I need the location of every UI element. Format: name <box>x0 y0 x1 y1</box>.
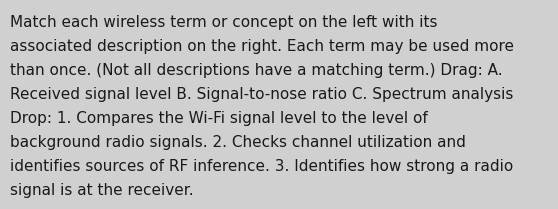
Text: Match each wireless term or concept on the left with its: Match each wireless term or concept on t… <box>10 15 437 30</box>
Text: Drop: 1. Compares the Wi-Fi signal level to the level of: Drop: 1. Compares the Wi-Fi signal level… <box>10 111 428 126</box>
Text: signal is at the receiver.: signal is at the receiver. <box>10 183 194 198</box>
Text: Received signal level B. Signal-to-nose ratio C. Spectrum analysis: Received signal level B. Signal-to-nose … <box>10 87 513 102</box>
Text: background radio signals. 2. Checks channel utilization and: background radio signals. 2. Checks chan… <box>10 135 466 150</box>
Text: than once. (Not all descriptions have a matching term.) Drag: A.: than once. (Not all descriptions have a … <box>10 63 503 78</box>
Text: identifies sources of RF inference. 3. Identifies how strong a radio: identifies sources of RF inference. 3. I… <box>10 159 513 174</box>
Text: associated description on the right. Each term may be used more: associated description on the right. Eac… <box>10 39 514 54</box>
